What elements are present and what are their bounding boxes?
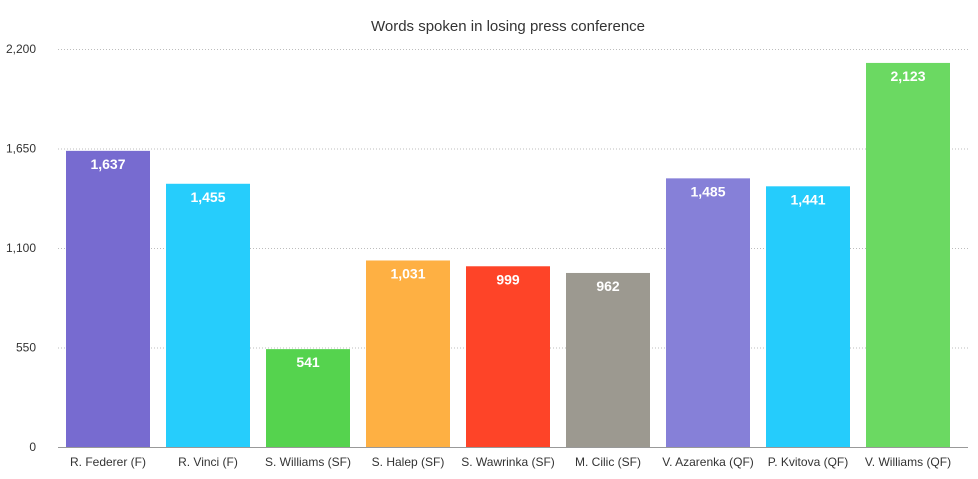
bar-value-label: 541 [296, 354, 320, 370]
bar [366, 260, 450, 447]
x-category-label: V. Williams (QF) [865, 455, 951, 469]
bar [466, 266, 550, 447]
bar-value-label: 1,455 [190, 189, 225, 205]
bar-value-label: 1,441 [790, 191, 825, 207]
x-category-label: M. Cilic (SF) [575, 455, 641, 469]
y-tick-label: 0 [29, 440, 36, 454]
bar-value-label: 962 [596, 278, 620, 294]
chart-title: Words spoken in losing press conference [371, 18, 645, 35]
x-category-label: S. Williams (SF) [265, 455, 351, 469]
y-tick-label: 1,100 [6, 241, 36, 255]
value-labels: 1,637 1,455 541 1,031 999 962 1,485 1,441 2,123 [90, 68, 925, 370]
x-category-label: R. Federer (F) [70, 455, 146, 469]
bar [266, 349, 350, 447]
bar-value-label: 999 [496, 271, 520, 287]
bar [166, 183, 250, 447]
bar [66, 150, 150, 448]
bar [866, 62, 950, 448]
y-tick-label: 2,200 [6, 42, 36, 56]
bar [766, 186, 850, 447]
x-axis-categories: R. Federer (F) R. Vinci (F) S. Williams (S… [70, 455, 951, 469]
bar [666, 178, 750, 447]
gridlines [58, 49, 968, 448]
x-category-label: P. Kvitova (QF) [768, 455, 848, 469]
x-category-label: R. Vinci (F) [178, 455, 238, 469]
bars [66, 62, 950, 448]
bar-value-label: 2,123 [890, 68, 925, 84]
x-category-label: V. Azarenka (QF) [662, 455, 754, 469]
bar-value-label: 1,485 [690, 183, 725, 199]
x-category-label: S. Halep (SF) [372, 455, 445, 469]
x-category-label: S. Wawrinka (SF) [461, 455, 555, 469]
bar-value-label: 1,031 [390, 265, 425, 281]
bar [566, 272, 650, 447]
y-axis-ticks: 0 550 1,100 1,650 2,200 [6, 42, 36, 454]
y-tick-label: 550 [16, 341, 36, 355]
y-tick-label: 1,650 [6, 142, 36, 156]
bar-value-label: 1,637 [90, 156, 125, 172]
